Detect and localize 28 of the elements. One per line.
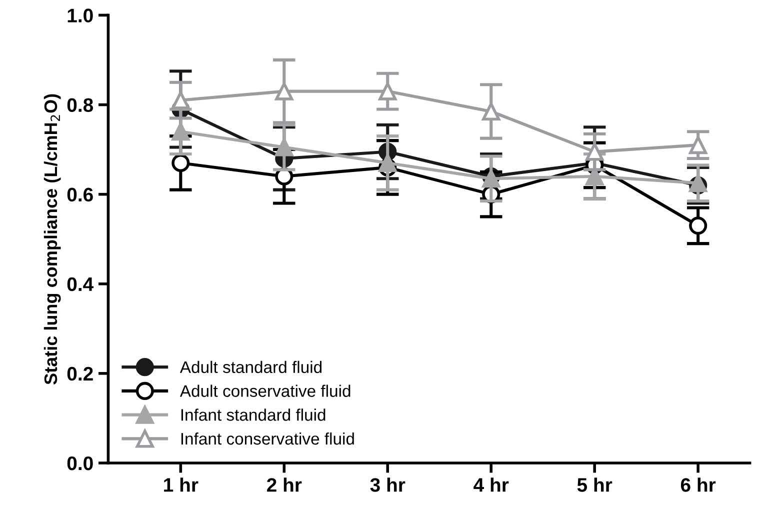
point — [172, 91, 190, 110]
y-axis-title: Static lung compliance (L/cmH$_{2}$O) — [44, 94, 61, 384]
x-tick-label: 4 hr — [474, 478, 509, 492]
point — [586, 142, 604, 161]
point — [689, 216, 708, 235]
legend-label: Infant standard fluid — [181, 408, 326, 421]
point — [482, 102, 500, 120]
point — [378, 154, 397, 172]
y-tick-label: 0.6 — [67, 188, 93, 202]
point — [378, 82, 397, 100]
y-tick-label: 0.0 — [67, 456, 93, 470]
legend-label: Adult standard fluid — [180, 360, 322, 374]
point — [689, 136, 708, 154]
y-tick-label: 0.4 — [67, 277, 94, 292]
point — [172, 122, 190, 141]
point — [172, 154, 190, 172]
y-tick-label: 1.0 — [68, 8, 93, 22]
x-tick-label: 6 hr — [680, 478, 716, 492]
y-tick-label: 0.2 — [67, 366, 93, 381]
y-tick-label: 0.8 — [67, 98, 94, 112]
legend-label: Infant conservative fluid — [181, 432, 354, 445]
x-tick-label: 5 hr — [577, 478, 612, 492]
legend-label: Adult conservative fluid — [180, 384, 350, 397]
x-tick-label: 1 hr — [164, 478, 198, 492]
point — [275, 82, 294, 100]
x-tick-label: 3 hr — [370, 478, 406, 492]
x-tick-label: 2 hr — [266, 478, 302, 492]
point — [275, 138, 294, 156]
